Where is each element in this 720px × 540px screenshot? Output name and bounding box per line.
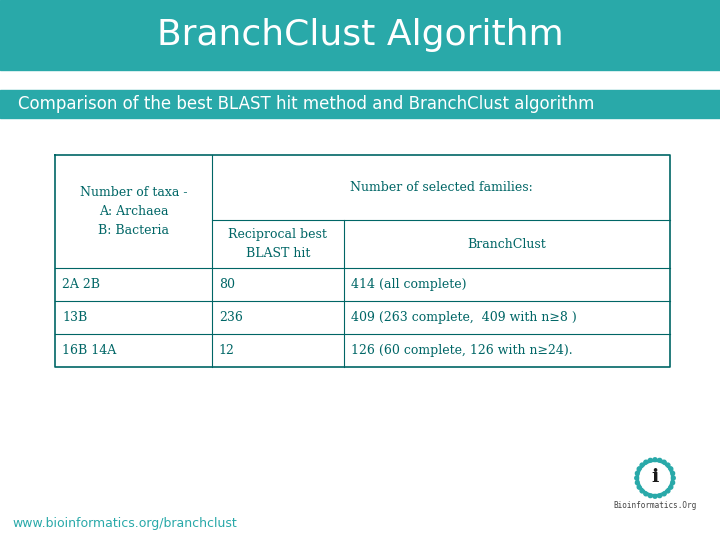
Text: Number of taxa -
A: Archaea
B: Bacteria: Number of taxa - A: Archaea B: Bacteria (80, 186, 187, 237)
Circle shape (670, 471, 675, 476)
Text: 236: 236 (219, 311, 243, 324)
Circle shape (640, 463, 644, 468)
Circle shape (665, 489, 670, 493)
Circle shape (637, 467, 642, 471)
Circle shape (657, 458, 662, 463)
Text: i: i (652, 468, 659, 486)
Circle shape (662, 491, 666, 496)
Text: Reciprocal best
BLAST hit: Reciprocal best BLAST hit (228, 228, 328, 260)
Circle shape (636, 471, 640, 476)
Circle shape (668, 485, 672, 489)
Text: 12: 12 (219, 344, 235, 357)
Text: 16B 14A: 16B 14A (62, 344, 116, 357)
Circle shape (636, 481, 640, 485)
Text: 126 (60 complete, 126 with n≥24).: 126 (60 complete, 126 with n≥24). (351, 344, 572, 357)
Circle shape (657, 493, 662, 497)
Text: BranchClust Algorithm: BranchClust Algorithm (157, 18, 563, 52)
Circle shape (662, 460, 666, 464)
Text: BranchClust: BranchClust (468, 238, 546, 251)
Bar (0, 0, 720, 70)
Text: Bioinformatics.Org: Bioinformatics.Org (613, 502, 697, 510)
Circle shape (640, 489, 644, 493)
Text: 414 (all complete): 414 (all complete) (351, 278, 467, 291)
Circle shape (670, 481, 675, 485)
Bar (0, 90, 720, 118)
Text: www.bioinformatics.org/branchclust: www.bioinformatics.org/branchclust (12, 517, 237, 530)
Circle shape (648, 493, 652, 497)
Circle shape (635, 476, 639, 480)
Text: 409 (263 complete,  409 with n≥8 ): 409 (263 complete, 409 with n≥8 ) (351, 311, 577, 324)
Text: 80: 80 (219, 278, 235, 291)
Circle shape (653, 494, 657, 498)
Text: 2A 2B: 2A 2B (62, 278, 100, 291)
Circle shape (640, 463, 670, 493)
Circle shape (648, 458, 652, 463)
Circle shape (637, 485, 642, 489)
Bar (55, 155, 670, 367)
Text: Comparison of the best BLAST hit method and BranchClust algorithm: Comparison of the best BLAST hit method … (18, 95, 595, 113)
Circle shape (644, 460, 648, 464)
Circle shape (653, 458, 657, 462)
Circle shape (665, 463, 670, 468)
Circle shape (668, 467, 672, 471)
Circle shape (671, 476, 675, 480)
Text: Number of selected families:: Number of selected families: (349, 181, 532, 194)
Circle shape (644, 491, 648, 496)
Text: 13B: 13B (62, 311, 87, 324)
